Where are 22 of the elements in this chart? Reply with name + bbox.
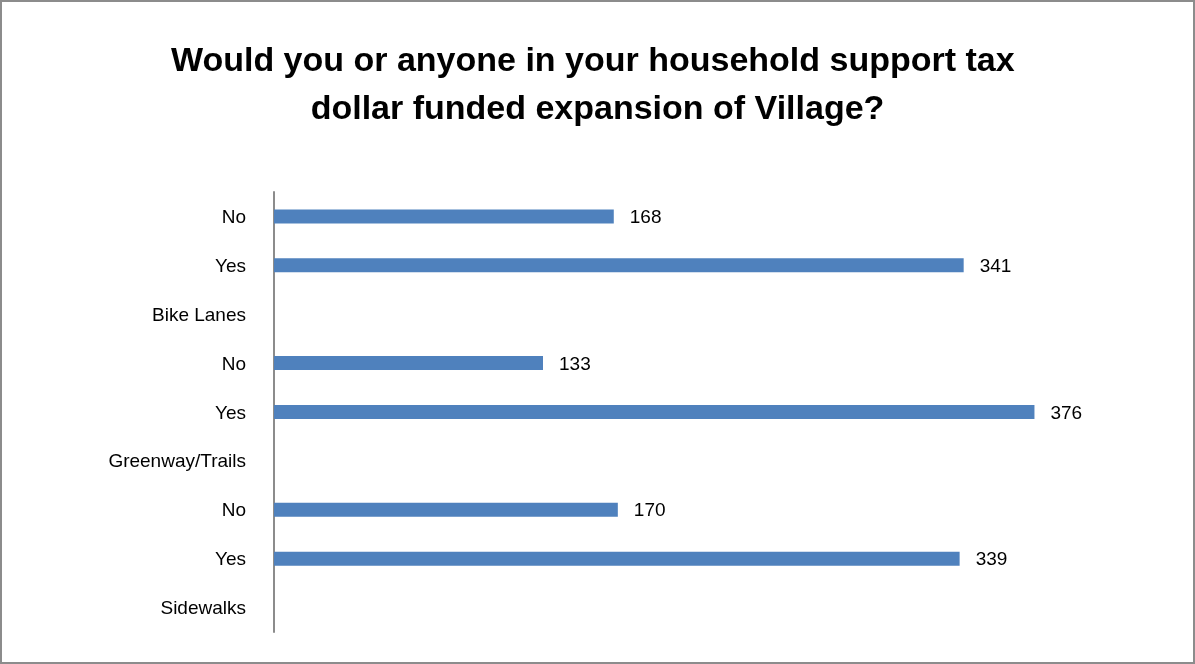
y-tick-label: Bike Lanes (151, 303, 246, 325)
bar (274, 405, 1035, 419)
y-tick-label: Sidewalks (160, 597, 246, 619)
data-label: 133 (558, 352, 591, 374)
data-label: 341 (979, 254, 1012, 276)
data-label: 170 (633, 499, 666, 521)
bar (274, 502, 618, 517)
y-tick-label: No (221, 352, 246, 374)
data-label: 376 (1050, 401, 1083, 423)
bar (274, 551, 960, 566)
y-tick-label: Yes (215, 401, 246, 423)
chart-title: Would you or anyone in your household support tax dollar funded expansion of Village? (170, 40, 1025, 126)
y-tick-label: No (221, 499, 246, 521)
data-label: 168 (629, 205, 662, 227)
data-label: 339 (975, 548, 1008, 570)
bar (274, 258, 964, 273)
bar (274, 356, 543, 371)
y-tick-label: Greenway/Trails (108, 450, 246, 472)
y-tick-label: Yes (215, 254, 246, 276)
bar (274, 209, 614, 224)
y-tick-label: No (221, 205, 246, 227)
y-tick-label: Yes (215, 548, 246, 570)
